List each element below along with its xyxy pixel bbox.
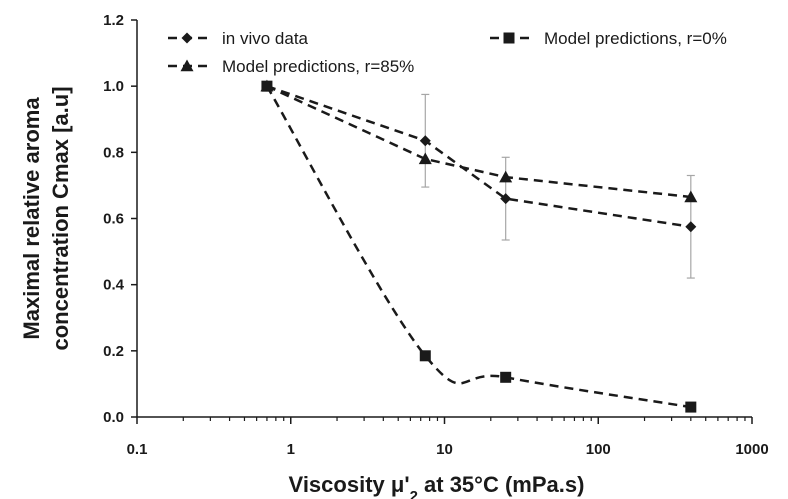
x-tick-label: 100 [586,441,611,458]
y-tick-label: 0.8 [103,144,124,161]
legend: in vivo data Model predictions, r=0% Model… [168,29,727,76]
data-point-diamond [500,193,512,205]
y-tick-label: 1.2 [103,12,124,29]
x-tick-label: 10 [436,441,453,458]
legend-label: in vivo data [222,29,309,48]
x-axis-title: Viscosity μ'2 at 35°C (mPa.s) [289,472,585,499]
y-axis-title-line-1: Maximal relative aroma [19,97,44,340]
y-tick-label: 1.0 [103,78,124,95]
data-point-square [500,371,512,383]
legend-label: Model predictions, r=85% [222,57,414,76]
legend-label: Model predictions, r=0% [544,29,727,48]
x-axis-title-subscript: 2 [410,488,418,499]
x-tick-label: 0.1 [127,441,148,458]
error-bars [421,93,695,279]
data-point-triangle [684,190,698,203]
data-point-triangle [499,170,513,183]
legend-marker-square [503,32,515,44]
legend-marker-triangle [180,59,194,72]
data-point-triangle [418,152,432,165]
x-tick-label: 1000 [735,441,768,458]
data-point-triangle [260,79,274,92]
axes: 0.0 0.2 0.4 0.6 0.8 1.0 1.2 0.1 1 10 100 1000 [103,12,769,458]
data-point-square [419,350,431,362]
series-line-0 [266,84,692,229]
series-lines [265,84,692,409]
y-tick-label: 0.4 [103,277,125,294]
data-point-diamond [685,221,697,233]
series-markers [260,79,698,413]
y-tick-label: 0.6 [103,211,124,228]
y-tick-label: 0.0 [103,409,124,426]
legend-marker-diamond [181,32,193,44]
series-line-2 [266,85,691,199]
data-point-diamond [419,135,431,147]
x-axis-title-suffix: at 35°C (mPa.s) [418,472,585,497]
x-axis-title-prefix: Viscosity μ' [289,472,410,497]
series-line-1 [265,85,692,409]
y-axis-title-line-2: concentration Cmax [a.u] [48,86,73,350]
data-point-square [685,401,697,413]
y-tick-label: 0.2 [103,343,124,360]
x-tick-label: 1 [287,441,295,458]
